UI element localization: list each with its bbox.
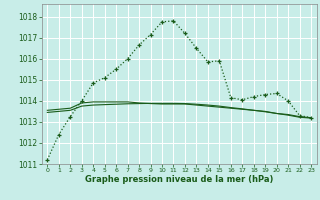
X-axis label: Graphe pression niveau de la mer (hPa): Graphe pression niveau de la mer (hPa): [85, 175, 273, 184]
